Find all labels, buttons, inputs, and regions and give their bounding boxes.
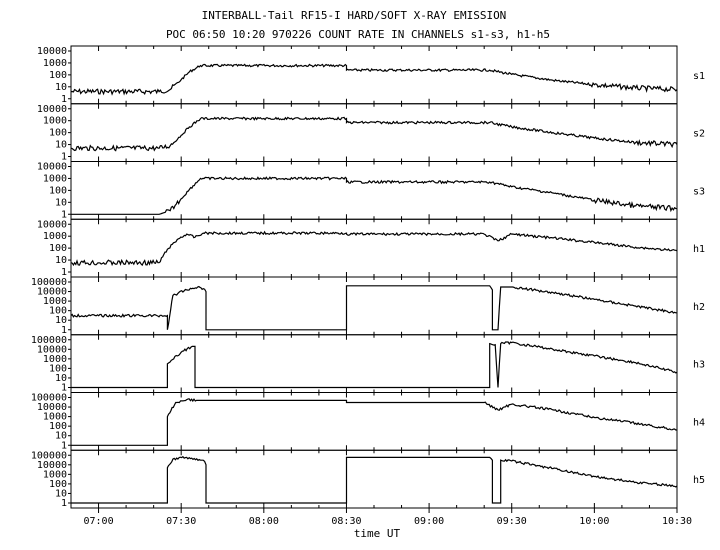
y-tick-label: 100000: [31, 393, 67, 404]
series-line-h4: [71, 398, 677, 446]
y-tick-label: 1000: [43, 354, 67, 365]
y-tick-label: 10: [55, 431, 67, 442]
y-tick-label: 100: [49, 70, 67, 81]
channel-label: h3: [693, 360, 705, 371]
y-tick-label: 10000: [37, 219, 67, 230]
chart-subtitle: POC 06:50 10:20 970226 COUNT RATE IN CHA…: [166, 28, 550, 41]
panels-group: 100001000100101s1100001000100101s2100001…: [31, 45, 705, 509]
y-tick-label: 1: [61, 209, 67, 220]
y-tick-label: 10000: [37, 287, 67, 298]
y-tick-label: 10000: [37, 344, 67, 355]
y-tick-label: 1000: [43, 116, 67, 127]
y-tick-label: 1: [61, 94, 67, 105]
channel-label: s1: [693, 71, 705, 82]
y-tick-label: 1000: [43, 58, 67, 69]
y-tick-label: 1: [61, 383, 67, 394]
x-tick-label: 10:00: [579, 516, 609, 527]
y-tick-label: 100: [49, 421, 67, 432]
y-tick-label: 10000: [37, 460, 67, 471]
channel-label: h2: [693, 302, 705, 313]
y-tick-label: 10000: [37, 162, 67, 173]
x-tick-label: 07:30: [166, 516, 196, 527]
y-tick-label: 1000: [43, 296, 67, 307]
y-tick-label: 10: [55, 82, 67, 93]
y-tick-label: 1: [61, 152, 67, 163]
series-line-h5: [71, 455, 678, 504]
y-tick-label: 1: [61, 325, 67, 336]
y-tick-label: 100000: [31, 450, 67, 461]
y-tick-label: 100: [49, 479, 67, 490]
x-tick-label: 07:00: [83, 516, 113, 527]
y-tick-label: 100: [49, 185, 67, 196]
y-tick-label: 10000: [37, 104, 67, 115]
y-tick-label: 1000: [43, 469, 67, 480]
series-line-h2: [70, 285, 677, 331]
x-axis-label: time UT: [354, 527, 401, 540]
x-tick-label: 09:30: [497, 516, 527, 527]
y-tick-label: 10: [55, 140, 67, 151]
y-tick-label: 100000: [31, 277, 67, 288]
x-tick-label: 08:00: [249, 516, 279, 527]
series-line-h1: [70, 230, 678, 267]
y-tick-label: 1: [61, 267, 67, 278]
y-tick-label: 1000: [43, 412, 67, 423]
y-tick-label: 100: [49, 363, 67, 374]
x-tick-label: 09:00: [414, 516, 444, 527]
y-tick-label: 1000: [43, 173, 67, 184]
x-tick-label: 10:30: [662, 516, 692, 527]
series-line-s3: [71, 176, 678, 215]
channel-label: h4: [693, 417, 705, 428]
y-tick-label: 10: [55, 255, 67, 266]
channel-label: h1: [693, 244, 705, 255]
y-tick-label: 1000: [43, 231, 67, 242]
x-axis: 07:00 07:30 08:00 08:30 09:00 09:30 10:00 10:30: [83, 508, 692, 527]
y-tick-label: 10: [55, 488, 67, 499]
y-tick-label: 100: [49, 306, 67, 317]
y-tick-label: 10: [55, 197, 67, 208]
channel-label: s2: [693, 129, 705, 140]
series-line-s2: [70, 116, 678, 152]
channel-label: h5: [693, 475, 705, 486]
series-line-s1: [70, 63, 678, 96]
y-tick-label: 100: [49, 128, 67, 139]
y-tick-label: 10: [55, 315, 67, 326]
y-tick-label: 1: [61, 440, 67, 451]
y-tick-label: 10000: [37, 46, 67, 57]
y-tick-label: 100000: [31, 335, 67, 346]
y-tick-label: 10: [55, 373, 67, 384]
series-line-h3: [71, 341, 678, 389]
channel-label: s3: [693, 186, 705, 197]
y-tick-label: 10000: [37, 402, 67, 413]
y-tick-label: 1: [61, 498, 67, 509]
x-tick-label: 08:30: [331, 516, 361, 527]
chart-title: INTERBALL-Tail RF15-I HARD/SOFT X-RAY EM…: [202, 9, 507, 22]
y-tick-label: 100: [49, 243, 67, 254]
